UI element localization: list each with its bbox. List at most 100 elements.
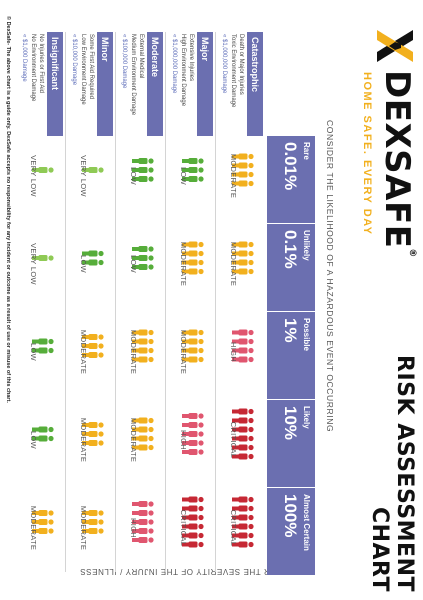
risk-rating-label: LOW	[179, 167, 188, 185]
person-icon	[182, 347, 204, 354]
person-icon	[232, 329, 254, 336]
person-icon	[182, 250, 204, 257]
footnote: © DexSafe- The above chart is a guide on…	[5, 16, 11, 403]
severity-description: Some First Aid Required Low Environment D…	[80, 34, 94, 105]
risk-rating-label: VERY LOW	[79, 155, 88, 197]
person-icon	[132, 176, 154, 182]
person-icon	[232, 171, 254, 178]
risk-cell: CRITICAL	[213, 488, 273, 575]
people-figures-icon	[182, 329, 204, 363]
person-icon	[132, 264, 154, 270]
person-icon	[182, 268, 204, 275]
risk-cell: MODERATE	[63, 312, 123, 399]
person-icon	[232, 496, 254, 503]
person-icon	[232, 241, 254, 248]
person-icon	[182, 523, 204, 530]
risk-cell: LOW	[113, 136, 173, 223]
risk-cell: LOW	[63, 224, 123, 311]
likelihood-heading: CONSIDER THE LIKELIHOOD OF A HAZARDOUS E…	[325, 120, 335, 433]
risk-rating-label: MODERATE	[79, 329, 88, 375]
person-icon	[232, 356, 254, 363]
person-icon	[132, 255, 154, 261]
person-icon	[182, 496, 204, 503]
people-figures-icon	[32, 167, 54, 173]
person-icon	[132, 356, 154, 363]
severity-description: No Injuries or First Aid No Environment D…	[30, 34, 44, 102]
risk-rating-label: MODERATE	[29, 505, 38, 551]
severity-label: Major	[197, 32, 213, 136]
person-icon	[182, 158, 204, 164]
risk-rating-label: LOW	[129, 255, 138, 273]
person-icon	[82, 431, 104, 437]
risk-rating-label: LOW	[29, 343, 38, 361]
likelihood-almost-certain-header: Almost Certain 100%	[267, 488, 315, 575]
risk-rating-label: CRITICAL	[229, 421, 238, 459]
risk-rating-label: CRITICAL	[179, 509, 188, 547]
risk-rating-label: MODERATE	[229, 241, 238, 287]
people-figures-icon	[32, 255, 54, 261]
brand: DEXSAFE® HOME SAFE. EVERY DAY	[339, 28, 417, 328]
person-icon	[182, 338, 204, 345]
person-icon	[132, 329, 154, 336]
person-icon	[82, 422, 104, 428]
risk-rating-label: MODERATE	[79, 505, 88, 551]
person-icon	[32, 167, 54, 173]
risk-cell: HIGH	[213, 312, 273, 399]
person-icon	[132, 519, 154, 525]
person-icon	[232, 505, 254, 512]
people-figures-icon	[82, 334, 104, 358]
person-icon	[232, 153, 254, 160]
risk-rating-label: CRITICAL	[229, 509, 238, 547]
dexsafe-x-logo-icon	[377, 30, 413, 62]
severity-label: Moderate	[147, 32, 163, 136]
severity-description: External Medical Medium Environment Damag…	[130, 34, 144, 116]
person-icon	[182, 241, 204, 248]
people-figures-icon	[32, 426, 54, 442]
people-figures-icon	[232, 496, 254, 548]
people-figures-icon	[32, 510, 54, 534]
risk-cell: MODERATE	[213, 224, 273, 311]
risk-cell: LOW	[163, 136, 223, 223]
people-figures-icon	[132, 246, 154, 270]
person-icon	[32, 255, 54, 261]
person-icon	[32, 435, 54, 442]
person-icon	[132, 246, 154, 252]
risk-rating-label: MODERATE	[129, 329, 138, 375]
person-icon	[182, 505, 204, 512]
people-figures-icon	[132, 417, 154, 451]
person-icon	[182, 176, 204, 182]
person-icon	[232, 347, 254, 354]
person-icon	[232, 417, 254, 424]
risk-rating-label: VERY LOW	[29, 155, 38, 197]
risk-cell: MODERATE	[163, 224, 223, 311]
person-icon	[182, 541, 204, 548]
people-figures-icon	[82, 510, 104, 534]
people-figures-icon	[182, 158, 204, 182]
risk-rating-label: MODERATE	[129, 417, 138, 463]
risk-cell: MODERATE	[113, 312, 173, 399]
risk-cell: MODERATE	[113, 400, 173, 487]
risk-rating-label: LOW	[29, 431, 38, 449]
brand-name: DEXSAFE®	[377, 70, 417, 258]
risk-cell: MODERATE	[213, 136, 273, 223]
people-figures-icon	[132, 158, 154, 182]
risk-cell: HIGH	[113, 488, 173, 575]
risk-cell: MODERATE	[63, 400, 123, 487]
person-icon	[32, 528, 54, 534]
likelihood-rare-header: Rare 0.01%	[267, 136, 315, 223]
person-icon	[232, 444, 254, 451]
risk-cell: LOW	[113, 224, 173, 311]
person-icon	[232, 408, 254, 415]
person-icon	[232, 250, 254, 257]
person-icon	[132, 444, 154, 451]
person-icon	[32, 338, 54, 345]
person-icon	[82, 510, 104, 516]
people-figures-icon	[182, 241, 204, 275]
person-icon	[82, 528, 104, 534]
person-icon	[232, 453, 254, 460]
risk-cell: MODERATE	[63, 488, 123, 575]
severity-damage: « $10,000 Damage	[71, 34, 77, 86]
person-icon	[232, 514, 254, 521]
severity-label: Insignificant	[47, 32, 63, 136]
person-icon	[132, 537, 154, 543]
